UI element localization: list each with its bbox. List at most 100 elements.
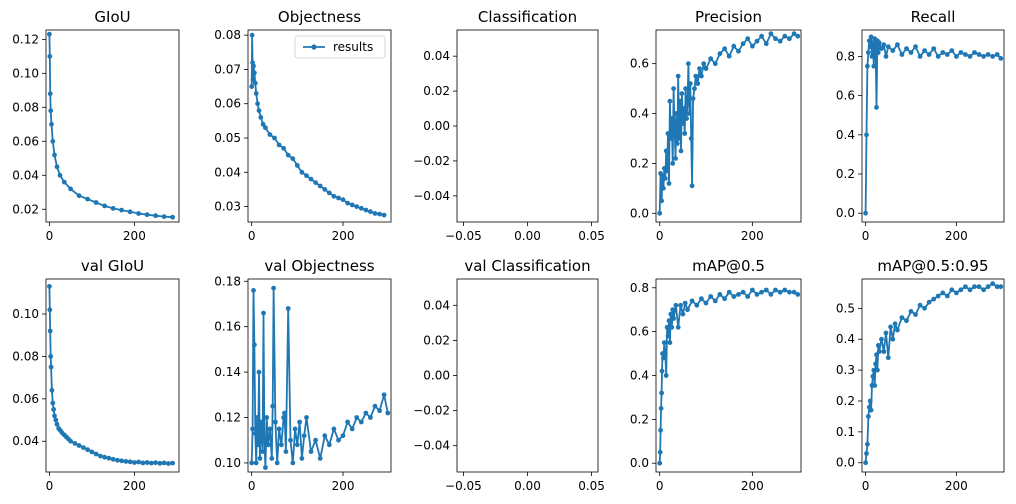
data-point	[76, 193, 82, 199]
chart-panel-8: mAP@0.5 0 200 0.0 0.2 0.4 0.6 0.8	[630, 257, 802, 493]
data-point	[873, 42, 878, 48]
chart-panel-0: GIoU 0 200 0.02 0.04 0.06 0.08 0.10 0.12	[12, 8, 180, 243]
data-point	[787, 36, 792, 42]
data-point	[976, 52, 982, 57]
data-point	[669, 116, 675, 121]
data-point	[666, 181, 672, 186]
data-point	[712, 298, 718, 304]
data-point	[354, 204, 360, 210]
data-point	[663, 148, 669, 154]
data-point	[667, 98, 673, 104]
data-point	[290, 156, 296, 162]
data-point	[102, 454, 107, 460]
data-point	[791, 31, 797, 37]
chart-panel-2: Classification −0.05 0.00 0.05 −0.04 −0.02 0.0…	[413, 8, 605, 243]
data-point	[264, 415, 270, 420]
data-point	[693, 73, 699, 79]
data-point	[61, 179, 67, 185]
data-point	[763, 287, 769, 293]
data-point	[998, 284, 1004, 290]
data-point	[149, 460, 154, 466]
data-point	[687, 111, 692, 116]
data-point	[658, 427, 663, 433]
data-point	[673, 302, 679, 308]
data-point	[263, 125, 268, 131]
y-tick-label: 0.04	[423, 298, 450, 312]
x-tick-label: 0	[862, 229, 870, 243]
series-line	[250, 287, 389, 469]
data-point	[673, 156, 678, 161]
y-tick-label: 0.04	[12, 168, 39, 182]
data-point	[267, 132, 273, 138]
data-point	[276, 426, 282, 432]
data-point	[791, 289, 797, 295]
data-point	[703, 300, 709, 306]
data-point	[288, 437, 293, 443]
data-point	[257, 456, 263, 461]
data-point	[740, 289, 746, 295]
data-point	[249, 460, 255, 466]
data-point	[864, 132, 869, 138]
data-point	[659, 198, 664, 204]
data-point	[913, 44, 918, 50]
data-point	[336, 195, 341, 201]
data-point	[98, 453, 103, 459]
data-point	[292, 426, 298, 432]
data-point	[944, 52, 950, 57]
y-tick-label: 0.0	[836, 206, 855, 220]
y-tick-label: 0.1	[836, 425, 855, 439]
data-point	[54, 164, 60, 170]
data-point	[680, 311, 686, 317]
data-point	[47, 284, 52, 289]
data-point	[363, 410, 369, 416]
data-point	[687, 81, 693, 86]
data-point	[688, 136, 694, 141]
data-point	[944, 293, 950, 299]
data-point	[773, 287, 778, 293]
data-point	[304, 415, 309, 420]
data-point	[874, 352, 879, 358]
x-tick-label: 0	[46, 229, 54, 243]
data-point	[731, 294, 737, 299]
data-point	[682, 300, 688, 306]
data-point	[326, 190, 332, 196]
chart-title: Recall	[911, 8, 956, 26]
chart-title: Objectness	[278, 8, 361, 26]
data-point	[132, 460, 137, 465]
data-point	[255, 442, 261, 448]
chart-title: val GIoU	[81, 257, 144, 275]
data-point	[668, 136, 674, 141]
y-tick-label: 0.6	[630, 325, 649, 339]
x-tick-label: 0	[656, 479, 664, 493]
data-point	[358, 419, 364, 425]
chart-panel-7: val Classification −0.05 0.00 0.05 −0.04 −0.0…	[413, 257, 605, 493]
data-point	[668, 311, 674, 317]
data-point	[867, 398, 873, 404]
y-tick-label: 0.05	[214, 131, 241, 145]
data-point	[708, 56, 714, 62]
data-point	[251, 288, 256, 293]
y-tick-label: 0.8	[836, 49, 855, 63]
data-point	[657, 460, 663, 466]
data-point	[47, 53, 53, 59]
y-tick-label: 0.10	[214, 456, 241, 470]
chart-title: Precision	[695, 8, 762, 26]
y-tick-label: 0.0	[630, 206, 649, 220]
data-point	[866, 50, 871, 55]
data-point	[692, 86, 697, 91]
data-point	[763, 41, 769, 47]
y-tick-label: 0.2	[630, 156, 649, 170]
data-point	[51, 407, 56, 412]
data-point	[313, 180, 318, 186]
data-point	[931, 46, 937, 51]
plot-frame	[861, 29, 1005, 223]
data-point	[68, 438, 73, 444]
data-point	[768, 31, 774, 37]
data-point	[665, 131, 671, 136]
data-point	[904, 318, 909, 324]
data-point	[868, 34, 874, 40]
data-point	[985, 284, 991, 290]
data-point	[166, 461, 171, 466]
data-point	[873, 361, 878, 367]
chart-panel-5: val GIoU 0 200 0.04 0.06 0.08 0.10	[12, 257, 180, 493]
